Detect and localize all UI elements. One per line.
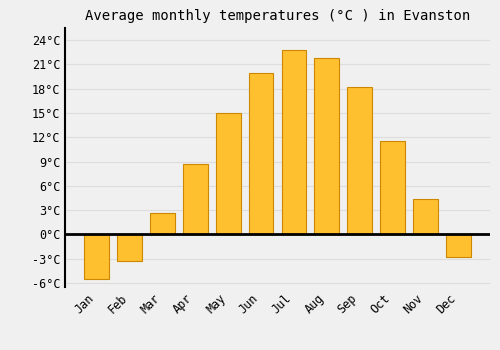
Bar: [84, 234, 109, 279]
Bar: [216, 113, 240, 234]
Bar: [314, 58, 339, 234]
Bar: [183, 164, 208, 234]
Bar: [248, 72, 274, 235]
Bar: [150, 212, 174, 234]
Bar: [117, 234, 142, 261]
Bar: [380, 141, 405, 234]
Bar: [446, 234, 470, 257]
Bar: [282, 50, 306, 234]
Title: Average monthly temperatures (°C ) in Evanston: Average monthly temperatures (°C ) in Ev…: [85, 9, 470, 23]
Bar: [413, 199, 438, 234]
Bar: [348, 87, 372, 235]
